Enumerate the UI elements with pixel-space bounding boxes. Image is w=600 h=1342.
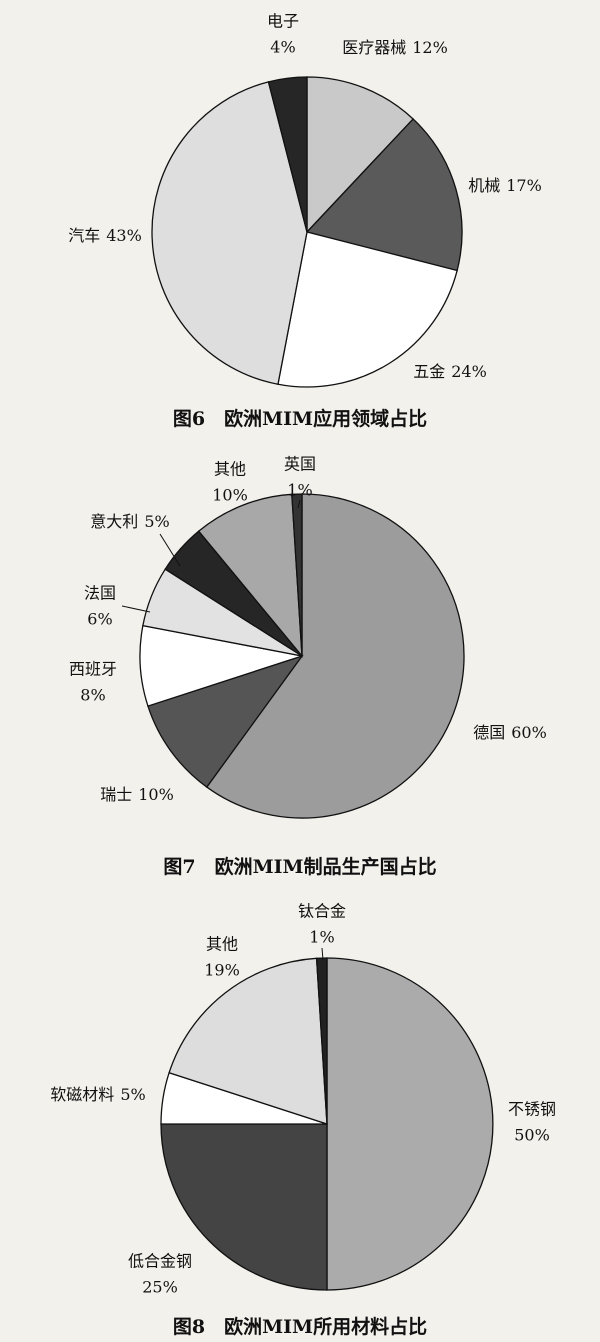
value-label: 8%	[80, 686, 105, 705]
pie-slice	[151, 81, 308, 386]
value-label: 1%	[309, 928, 334, 947]
category-name: 瑞士	[100, 785, 132, 804]
value-label: 5%	[144, 512, 169, 531]
category-name: 意大利	[90, 512, 138, 531]
chart-title: 图7 欧洲MIM制品生产国占比	[163, 855, 436, 878]
slice-label: 软磁材料 5%	[50, 1085, 145, 1104]
category-name: 软磁材料	[50, 1085, 114, 1104]
category-name: 五金	[413, 362, 445, 381]
pie-slice	[205, 493, 465, 819]
category-name: 英国	[284, 455, 316, 474]
slice-label: 机械 17%	[468, 176, 542, 195]
category-name: 其他	[214, 460, 246, 479]
pie-slice	[315, 957, 328, 1125]
leader-line	[121, 605, 151, 613]
pie-slice	[291, 493, 303, 657]
value-label: 4%	[270, 38, 295, 57]
slice-label: 瑞士 10%	[100, 785, 174, 804]
leader-line	[321, 947, 324, 961]
category-name: 德国	[473, 723, 505, 742]
pie-slice	[305, 118, 463, 272]
category-name: 电子	[267, 12, 299, 31]
value-label: 17%	[506, 176, 542, 195]
value-label: 6%	[87, 610, 112, 629]
category-name: 低合金钢	[128, 1252, 192, 1271]
value-label: 10%	[138, 785, 174, 804]
category-name: 汽车	[68, 226, 100, 245]
value-label: 50%	[514, 1126, 550, 1145]
category-name: 钛合金	[298, 902, 346, 921]
value-label: 43%	[106, 226, 142, 245]
leader-line	[297, 499, 301, 509]
pie-slice	[326, 957, 494, 1291]
pie-slice	[147, 654, 304, 788]
category-name: 医疗器械	[342, 38, 406, 57]
chart-title: 图6 欧洲MIM应用领域占比	[173, 407, 427, 430]
value-label: 25%	[142, 1278, 178, 1297]
category-name: 不锈钢	[508, 1100, 556, 1119]
pie-slice	[168, 957, 328, 1125]
slice-label: 德国 60%	[473, 723, 547, 742]
value-label: 60%	[511, 723, 547, 742]
slice-label: 汽车 43%	[68, 226, 142, 245]
category-name: 法国	[84, 584, 116, 603]
category-name: 西班牙	[69, 660, 117, 679]
slice-label: 医疗器械 12%	[342, 38, 448, 57]
value-label: 12%	[412, 38, 448, 57]
value-label: 1%	[287, 481, 312, 500]
slice-label: 五金 24%	[413, 362, 487, 381]
leader-line	[159, 533, 181, 567]
category-name: 其他	[206, 935, 238, 954]
value-label: 10%	[212, 486, 248, 505]
pie-slice	[160, 1123, 328, 1291]
chart-title: 图8 欧洲MIM所用材料占比	[173, 1315, 427, 1338]
pie-slice	[197, 493, 303, 658]
value-label: 5%	[120, 1085, 145, 1104]
category-name: 机械	[468, 176, 500, 195]
value-label: 24%	[451, 362, 487, 381]
pie-slice	[306, 76, 415, 234]
slice-label: 意大利 5%	[90, 512, 169, 531]
pie-slice	[267, 76, 308, 233]
pie-slice	[277, 231, 458, 388]
value-label: 19%	[204, 961, 240, 980]
